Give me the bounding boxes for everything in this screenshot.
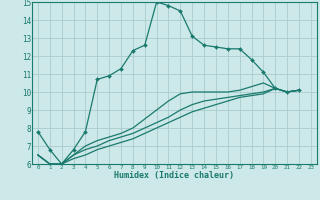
X-axis label: Humidex (Indice chaleur): Humidex (Indice chaleur) bbox=[115, 171, 234, 180]
